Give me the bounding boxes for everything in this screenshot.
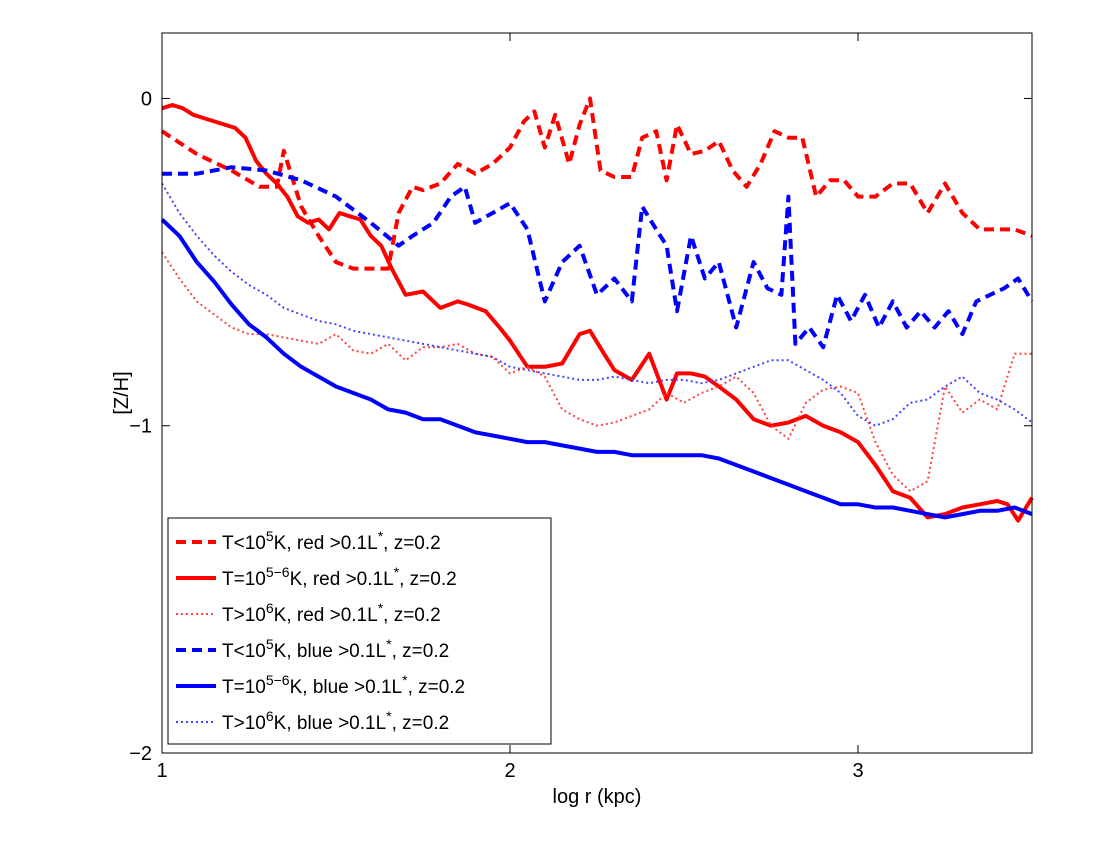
legend-label-1: T<105K, red >0.1L*, z=0.2 bbox=[222, 528, 441, 554]
x-tick-label: 1 bbox=[156, 760, 167, 782]
legend-label-2: T=105−6K, red >0.1L*, z=0.2 bbox=[222, 564, 457, 590]
legend-box bbox=[167, 517, 552, 745]
legend-label-3: T>106K, red >0.1L*, z=0.2 bbox=[222, 600, 441, 626]
series-line-6 bbox=[161, 182, 1033, 427]
x-tick-label: 2 bbox=[504, 760, 515, 782]
legend-label-5: T=105−6K, blue >0.1L*, z=0.2 bbox=[222, 672, 465, 698]
legend: T<105K, red >0.1L*, z=0.2 T=105−6K, red >… bbox=[167, 517, 552, 745]
series-line-1 bbox=[160, 96, 1033, 271]
y-tick-label: −2 bbox=[129, 743, 152, 765]
y-tick-label: −1 bbox=[129, 416, 152, 438]
series-line-5 bbox=[160, 218, 1033, 520]
series-line-2 bbox=[161, 103, 1034, 523]
legend-label-4: T<105K, blue >0.1L*, z=0.2 bbox=[222, 636, 449, 662]
legend-label-6: T>106K, blue >0.1L*, z=0.2 bbox=[222, 708, 449, 734]
series-line-3 bbox=[161, 251, 1032, 493]
y-tick-label: 0 bbox=[141, 88, 152, 110]
series-line-4 bbox=[162, 165, 1034, 350]
y-axis-label: [Z/H] bbox=[111, 371, 133, 414]
series-layer bbox=[160, 96, 1034, 523]
x-axis-label: log r (kpc) bbox=[553, 786, 642, 808]
x-tick-label: 3 bbox=[852, 760, 863, 782]
axes-box bbox=[161, 32, 1033, 754]
